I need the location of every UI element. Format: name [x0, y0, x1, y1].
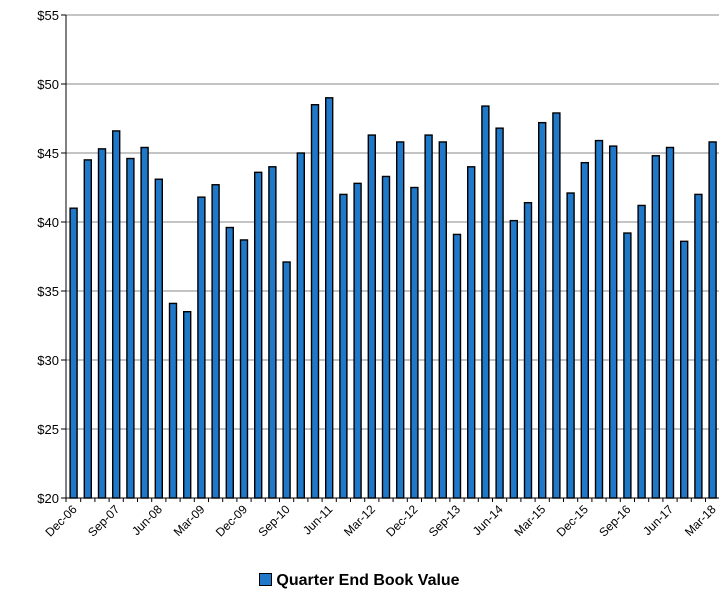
bar [111, 130, 121, 499]
x-tick-label: Jun-17 [640, 502, 676, 538]
bar [69, 207, 78, 499]
x-tick-label: Dec-12 [383, 502, 420, 539]
bar [680, 240, 689, 499]
y-tick-label: $35 [37, 284, 59, 299]
legend: Quarter End Book Value [0, 572, 719, 590]
x-tick-label: Jun-14 [470, 502, 506, 538]
x-axis-ticks: Dec-06 Sep-07 Jun-08 Mar-09 Dec-09 Sep-10 Jun-… [42, 498, 719, 539]
bar [253, 171, 263, 499]
bar [580, 161, 589, 499]
bar [410, 186, 419, 499]
bar [452, 233, 462, 499]
y-tick-label: $55 [37, 8, 59, 23]
bar [353, 182, 362, 499]
axes [65, 15, 719, 499]
bar [396, 141, 405, 499]
bar [552, 112, 561, 499]
bar [623, 232, 632, 499]
x-tick-label: Mar-18 [682, 502, 719, 539]
y-tick-label: $50 [37, 77, 59, 92]
bar [594, 139, 604, 499]
legend-label: Quarter End Book Value [276, 572, 460, 589]
bar [708, 141, 717, 499]
bar [339, 193, 348, 499]
bar [637, 204, 646, 499]
y-tick-label: $25 [37, 422, 59, 437]
x-tick-label: Dec-06 [42, 502, 79, 539]
bar [651, 155, 660, 499]
bar [495, 127, 504, 499]
bar [694, 193, 703, 499]
y-tick-label: $40 [37, 215, 59, 230]
bar [140, 146, 149, 499]
y-tick-label: $20 [37, 491, 59, 506]
bars [69, 97, 717, 499]
legend-swatch [259, 573, 273, 586]
bar [211, 184, 220, 499]
bar [381, 175, 391, 499]
bar [225, 226, 235, 499]
bar [325, 97, 334, 499]
y-tick-label: $45 [37, 146, 59, 161]
bar [168, 302, 178, 499]
x-tick-label: Jun-08 [129, 502, 165, 538]
bar [97, 148, 107, 499]
x-tick-label: Mar-09 [171, 502, 208, 539]
bar [282, 261, 291, 499]
x-tick-label: Sep-16 [596, 502, 633, 539]
x-tick-label: Jun-11 [300, 502, 335, 537]
x-tick-label: Sep-13 [426, 502, 463, 539]
bar [467, 166, 476, 499]
bar [310, 103, 320, 499]
x-tick-label: Sep-10 [255, 502, 292, 539]
bar [481, 105, 490, 499]
bar [609, 145, 618, 499]
x-tick-label: Mar-15 [512, 502, 549, 539]
x-tick-label: Sep-07 [85, 502, 122, 539]
bar [154, 178, 164, 499]
bar [509, 219, 518, 499]
gridlines [66, 14, 719, 430]
bar [83, 159, 93, 499]
y-axis-ticks: $20 $25 $30 $35 $40 $45 $50 $55 [37, 8, 66, 506]
bar [566, 192, 575, 499]
bar [424, 134, 433, 499]
x-tick-label: Mar-12 [341, 502, 378, 539]
bar [438, 141, 447, 499]
bar [239, 239, 249, 499]
bar [665, 146, 675, 499]
bar [197, 196, 206, 499]
x-tick-label: Dec-15 [554, 502, 591, 539]
bar [523, 201, 533, 499]
bar [538, 121, 547, 499]
bar [268, 166, 277, 499]
y-tick-label: $30 [37, 353, 59, 368]
bar [367, 134, 376, 499]
bar [182, 311, 192, 499]
x-tick-label: Dec-09 [213, 502, 250, 539]
bar [296, 152, 305, 499]
bar [126, 157, 135, 499]
